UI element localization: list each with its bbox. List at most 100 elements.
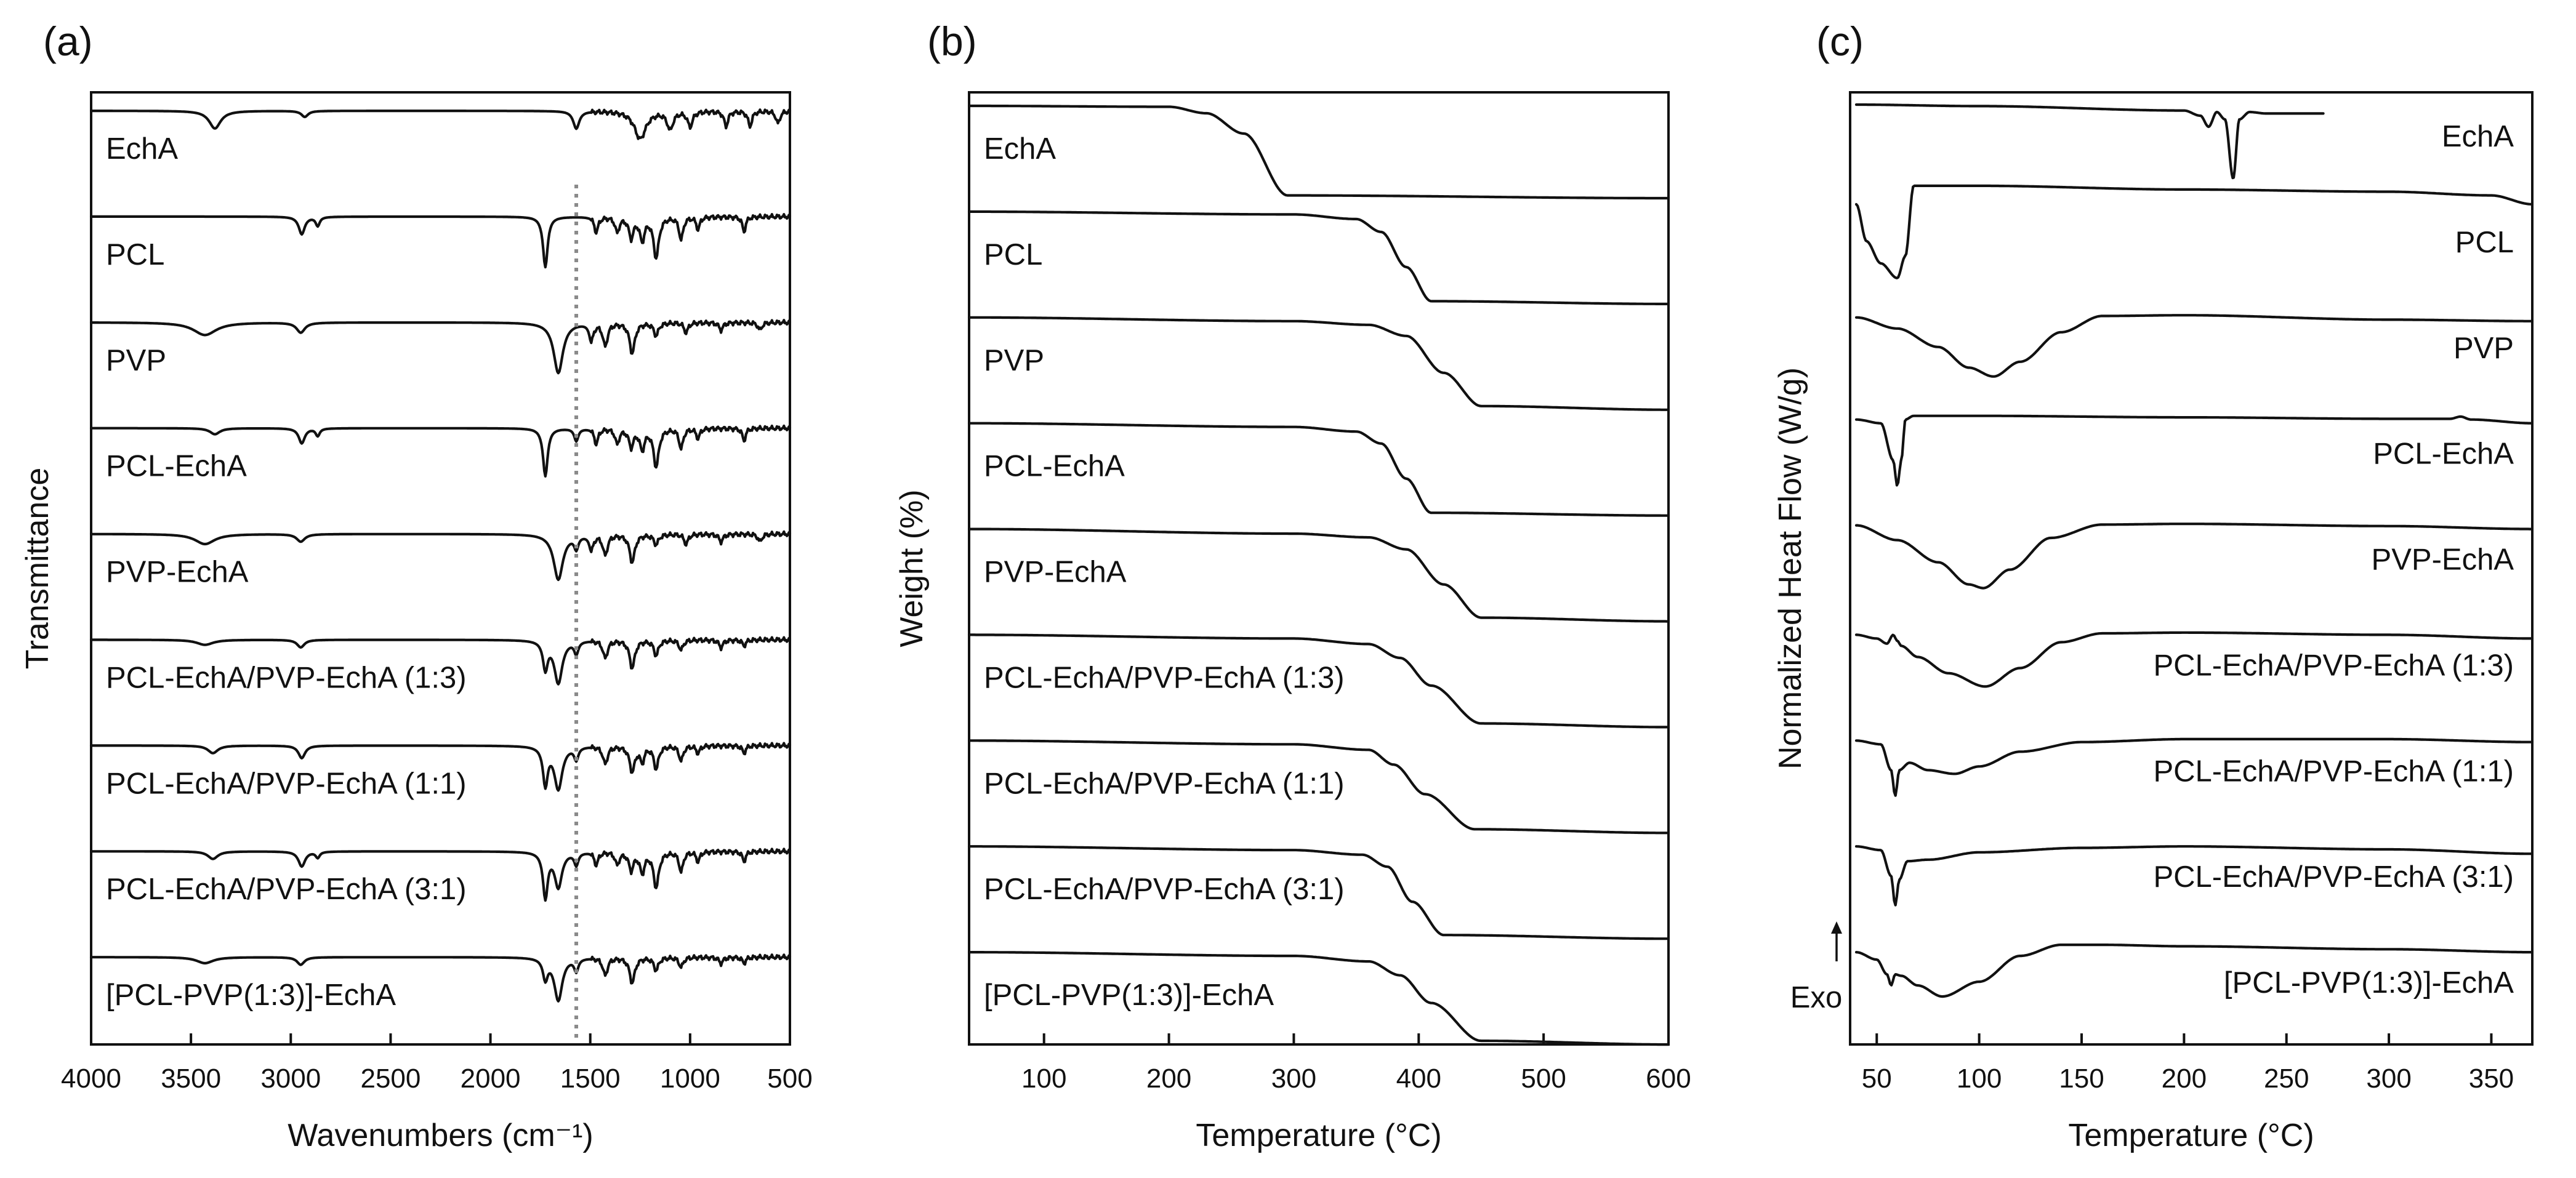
panel-b: (b) 100 200 300 400 500 600 Temperature (°C) Wei… <box>894 18 1691 1153</box>
series-pvp-echa: PVP-EchA <box>967 527 1670 623</box>
x-tick-label: 100 <box>1957 1064 2002 1094</box>
x-tick-label: 4000 <box>61 1064 121 1094</box>
series-pcl-pvp-1-3-echa: [PCL-PVP(1:3)]-EchA <box>89 953 792 1012</box>
series-label: PVP <box>106 344 166 377</box>
series-line <box>1854 414 2534 487</box>
series-label: [PCL-PVP(1:3)]-EchA <box>2224 966 2514 1000</box>
series-line <box>967 845 1670 940</box>
panel-a: (a) 4000 3500 3000 2500 2000 1500 1000 500 Wavenu… <box>20 18 813 1153</box>
series-line <box>1854 103 2325 180</box>
series-line <box>967 951 1670 1046</box>
series-line <box>1854 845 2534 907</box>
x-tick-label: 100 <box>1021 1064 1066 1094</box>
x-axis-title: Wavenumbers (cm⁻¹) <box>288 1118 593 1153</box>
series-line <box>1854 523 2534 590</box>
series-pcl-echa-pvp-echa-1-3: PCL-EchA/PVP-EchA (1:3) <box>967 633 1670 729</box>
y-axis-title: Weight (%) <box>894 489 930 647</box>
series-line <box>89 319 792 375</box>
series-line <box>89 108 792 140</box>
plot-frame <box>90 91 791 1046</box>
panel-label: (c) <box>1816 18 1864 64</box>
series-pcl-echa-pvp-echa-3-1: PCL-EchA/PVP-EchA (3:1) <box>89 847 792 906</box>
series-pvp-echa: PVP-EchA <box>89 530 792 589</box>
series-line <box>89 847 792 902</box>
series-pcl: PCL <box>1854 184 2534 279</box>
exo-label: Exo <box>1790 981 1842 1014</box>
series-line <box>1854 184 2534 279</box>
series-pcl-echa-pvp-echa-3-1: PCL-EchA/PVP-EchA (3:1) <box>967 845 1670 940</box>
x-tick-label: 200 <box>2162 1064 2207 1094</box>
plot-frame <box>1849 91 2534 1046</box>
series-pcl: PCL <box>967 210 1670 305</box>
series-label: PCL-EchA <box>106 450 247 483</box>
series-pcl-pvp-1-3-echa: [PCL-PVP(1:3)]-EchA <box>1854 944 2534 1000</box>
series-label: PVP-EchA <box>106 556 249 589</box>
series-line <box>89 636 792 686</box>
series-pcl: PCL <box>89 213 792 271</box>
series-pvp: PVP <box>1854 314 2534 378</box>
series-pcl-echa-pvp-echa-1-1: PCL-EchA/PVP-EchA (1:1) <box>1854 737 2534 797</box>
x-tick-label: 600 <box>1646 1064 1691 1094</box>
x-tick-label: 300 <box>2366 1064 2411 1094</box>
series-label: PCL-EchA/PVP-EchA (1:1) <box>106 767 467 800</box>
series-line <box>1854 944 2534 998</box>
series-label: [PCL-PVP(1:3)]-EchA <box>106 979 396 1012</box>
series-pvp: PVP <box>967 316 1670 411</box>
series-line <box>89 213 792 269</box>
series-label: PCL <box>984 238 1042 271</box>
series-line <box>967 633 1670 729</box>
series-line <box>967 104 1670 200</box>
x-tick-label: 500 <box>767 1064 812 1094</box>
series-label: PCL-EchA <box>2373 438 2514 471</box>
series-label: PCL-EchA <box>984 450 1125 483</box>
x-axis-title: Temperature (°C) <box>1196 1118 1441 1153</box>
series-line <box>89 424 792 478</box>
x-tick-label: 400 <box>1396 1064 1441 1094</box>
series-pcl-echa: PCL-EchA <box>967 422 1670 517</box>
x-tick-label: 2000 <box>461 1064 521 1094</box>
series-label: PVP <box>984 344 1044 377</box>
series-echa: EchA <box>89 108 792 166</box>
x-tick-label: 150 <box>2059 1064 2104 1094</box>
y-axis-title: Normalized Heat Flow (W/g) <box>1773 367 1808 769</box>
series-label: PCL <box>106 238 164 271</box>
series-pcl-pvp-1-3-echa: [PCL-PVP(1:3)]-EchA <box>967 951 1670 1046</box>
series-label: PCL-EchA/PVP-EchA (3:1) <box>984 873 1345 906</box>
series-label: PCL-EchA/PVP-EchA (1:1) <box>2153 755 2514 788</box>
series-pvp: PVP <box>89 319 792 377</box>
series-line <box>967 739 1670 835</box>
series-pcl-echa-pvp-echa-1-1: PCL-EchA/PVP-EchA (1:1) <box>967 739 1670 835</box>
series-line <box>1854 314 2534 378</box>
series-label: PCL-EchA/PVP-EchA (3:1) <box>2153 860 2514 894</box>
x-tick-label: 50 <box>1862 1064 1892 1094</box>
series-echa: EchA <box>1854 103 2514 180</box>
series-label: PCL <box>2455 226 2514 259</box>
x-tick-label: 350 <box>2469 1064 2514 1094</box>
series-label: PCL-EchA/PVP-EchA (1:1) <box>984 767 1345 800</box>
series-label: PVP <box>2453 332 2514 365</box>
exo-arrow-head <box>1831 921 1842 934</box>
series-label: PCL-EchA/PVP-EchA (3:1) <box>106 873 467 906</box>
x-tick-label: 3500 <box>161 1064 221 1094</box>
series-pcl-echa: PCL-EchA <box>1854 414 2534 487</box>
series-label: [PCL-PVP(1:3)]-EchA <box>984 979 1274 1012</box>
x-tick-label: 200 <box>1146 1064 1191 1094</box>
x-tick-label: 2500 <box>360 1064 421 1094</box>
x-tick-label: 300 <box>1271 1064 1316 1094</box>
series-label: PVP-EchA <box>984 556 1127 589</box>
series-label: PCL-EchA/PVP-EchA (1:3) <box>2153 649 2514 682</box>
series-line <box>89 742 792 792</box>
series-pcl-echa-pvp-echa-3-1: PCL-EchA/PVP-EchA (3:1) <box>1854 845 2534 907</box>
x-axis-title: Temperature (°C) <box>2068 1118 2314 1153</box>
series-line <box>89 530 792 582</box>
series-line <box>1854 631 2534 688</box>
series-line <box>967 316 1670 411</box>
series-line <box>967 527 1670 623</box>
series-pvp-echa: PVP-EchA <box>1854 523 2534 590</box>
series-label: PCL-EchA/PVP-EchA (1:3) <box>106 661 467 694</box>
panel-c: (c) 50 100 150 200 250 300 350 Temperature (°C) N… <box>1773 18 2534 1153</box>
panel-label: (a) <box>43 18 93 64</box>
y-axis-title: Transmittance <box>20 468 55 670</box>
series-line <box>967 210 1670 305</box>
